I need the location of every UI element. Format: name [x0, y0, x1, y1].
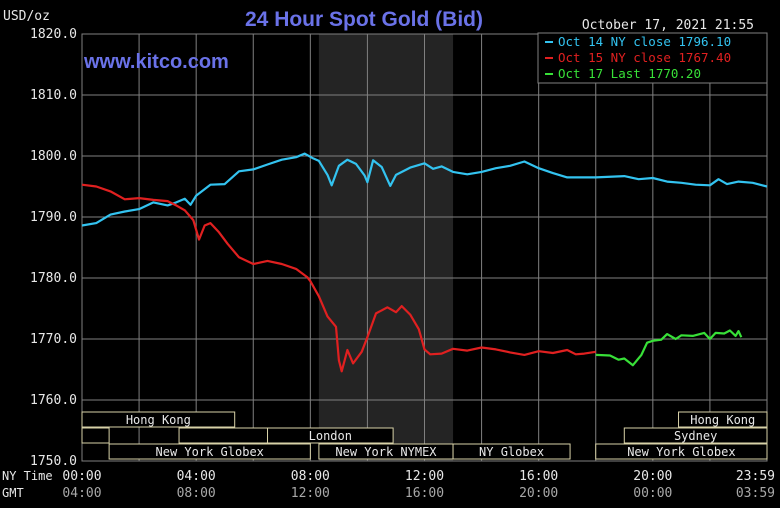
session-band-label: Sydney [674, 429, 717, 443]
gridlines [81, 33, 768, 462]
y-tick-label: 1820.0 [30, 27, 77, 42]
session-band-label: New York Globex [627, 445, 735, 459]
session-band [81, 427, 110, 444]
x-tick-label: 08:00 [291, 469, 330, 484]
y-tick-label: 1760.0 [30, 393, 77, 408]
y-axis: 1820.0 1810.0 1800.0 1790.0 1780.0 1770.0 1760… [30, 27, 77, 469]
x-tick-label: 04:00 [177, 469, 216, 484]
session-band [267, 427, 394, 444]
date-label: October 17, 2021 21:55 [582, 18, 754, 33]
x-tick-label: 23:59 [736, 469, 775, 484]
website-label: www.kitco.com [83, 51, 229, 73]
series-line-1 [81, 183, 596, 373]
series-line-0 [81, 152, 768, 227]
y-tick-label: 1800.0 [30, 149, 77, 164]
session-band-label: NY Globex [479, 445, 544, 459]
x-tick-label: 12:00 [291, 486, 330, 501]
session-band [452, 443, 571, 460]
x-tick-label: 16:00 [405, 486, 444, 501]
plot-frame [81, 33, 768, 462]
x-tick-label: 04:00 [62, 486, 101, 501]
chart-title: 24 Hour Spot Gold (Bid) [245, 8, 483, 31]
x-tick-label: 12:00 [405, 469, 444, 484]
legend-entry-0: Oct 14 NY close 1796.10 [558, 34, 731, 49]
session-band-label: London [309, 429, 352, 443]
session-band-label: New York Globex [156, 445, 264, 459]
session-band [108, 443, 311, 460]
session-band-label: Hong Kong [126, 413, 191, 427]
series-layer [81, 152, 768, 373]
session-band [81, 411, 236, 428]
x-tick-label: 20:00 [633, 469, 672, 484]
session-band [178, 427, 269, 444]
x-row-label: NY Time [2, 469, 53, 483]
x-axis: NY Time 00:00 04:00 08:00 12:00 16:00 20:00 23:… [2, 469, 775, 501]
x-tick-label: 16:00 [519, 469, 558, 484]
y-tick-label: 1770.0 [30, 332, 77, 347]
legend-entry-2: Oct 17 Last 1770.20 [558, 66, 701, 81]
session-band-label: New York NYMEX [335, 445, 437, 459]
x-tick-label: 08:00 [177, 486, 216, 501]
session-band [678, 411, 768, 428]
session-band [595, 443, 768, 460]
session-band-label: Hong Kong [690, 413, 755, 427]
legend-box [537, 32, 768, 84]
nymex-session-shade [318, 34, 454, 461]
x-tick-label: 03:59 [736, 486, 775, 501]
x-tick-label: 00:00 [633, 486, 672, 501]
units-label: USD/oz [3, 9, 50, 24]
y-tick-label: 1780.0 [30, 271, 77, 286]
series-line-2 [595, 329, 743, 367]
y-tick-label: 1750.0 [30, 454, 77, 469]
x-tick-label: 20:00 [519, 486, 558, 501]
y-tick-label: 1810.0 [30, 88, 77, 103]
x-tick-label: 00:00 [62, 469, 101, 484]
legend-entry-1: Oct 15 NY close 1767.40 [558, 50, 731, 65]
x-row-label: GMT [2, 486, 24, 500]
session-bands: Hong Kong Hong Kong London Sydney New York G… [81, 411, 768, 460]
session-band [623, 427, 768, 444]
y-tick-label: 1790.0 [30, 210, 77, 225]
